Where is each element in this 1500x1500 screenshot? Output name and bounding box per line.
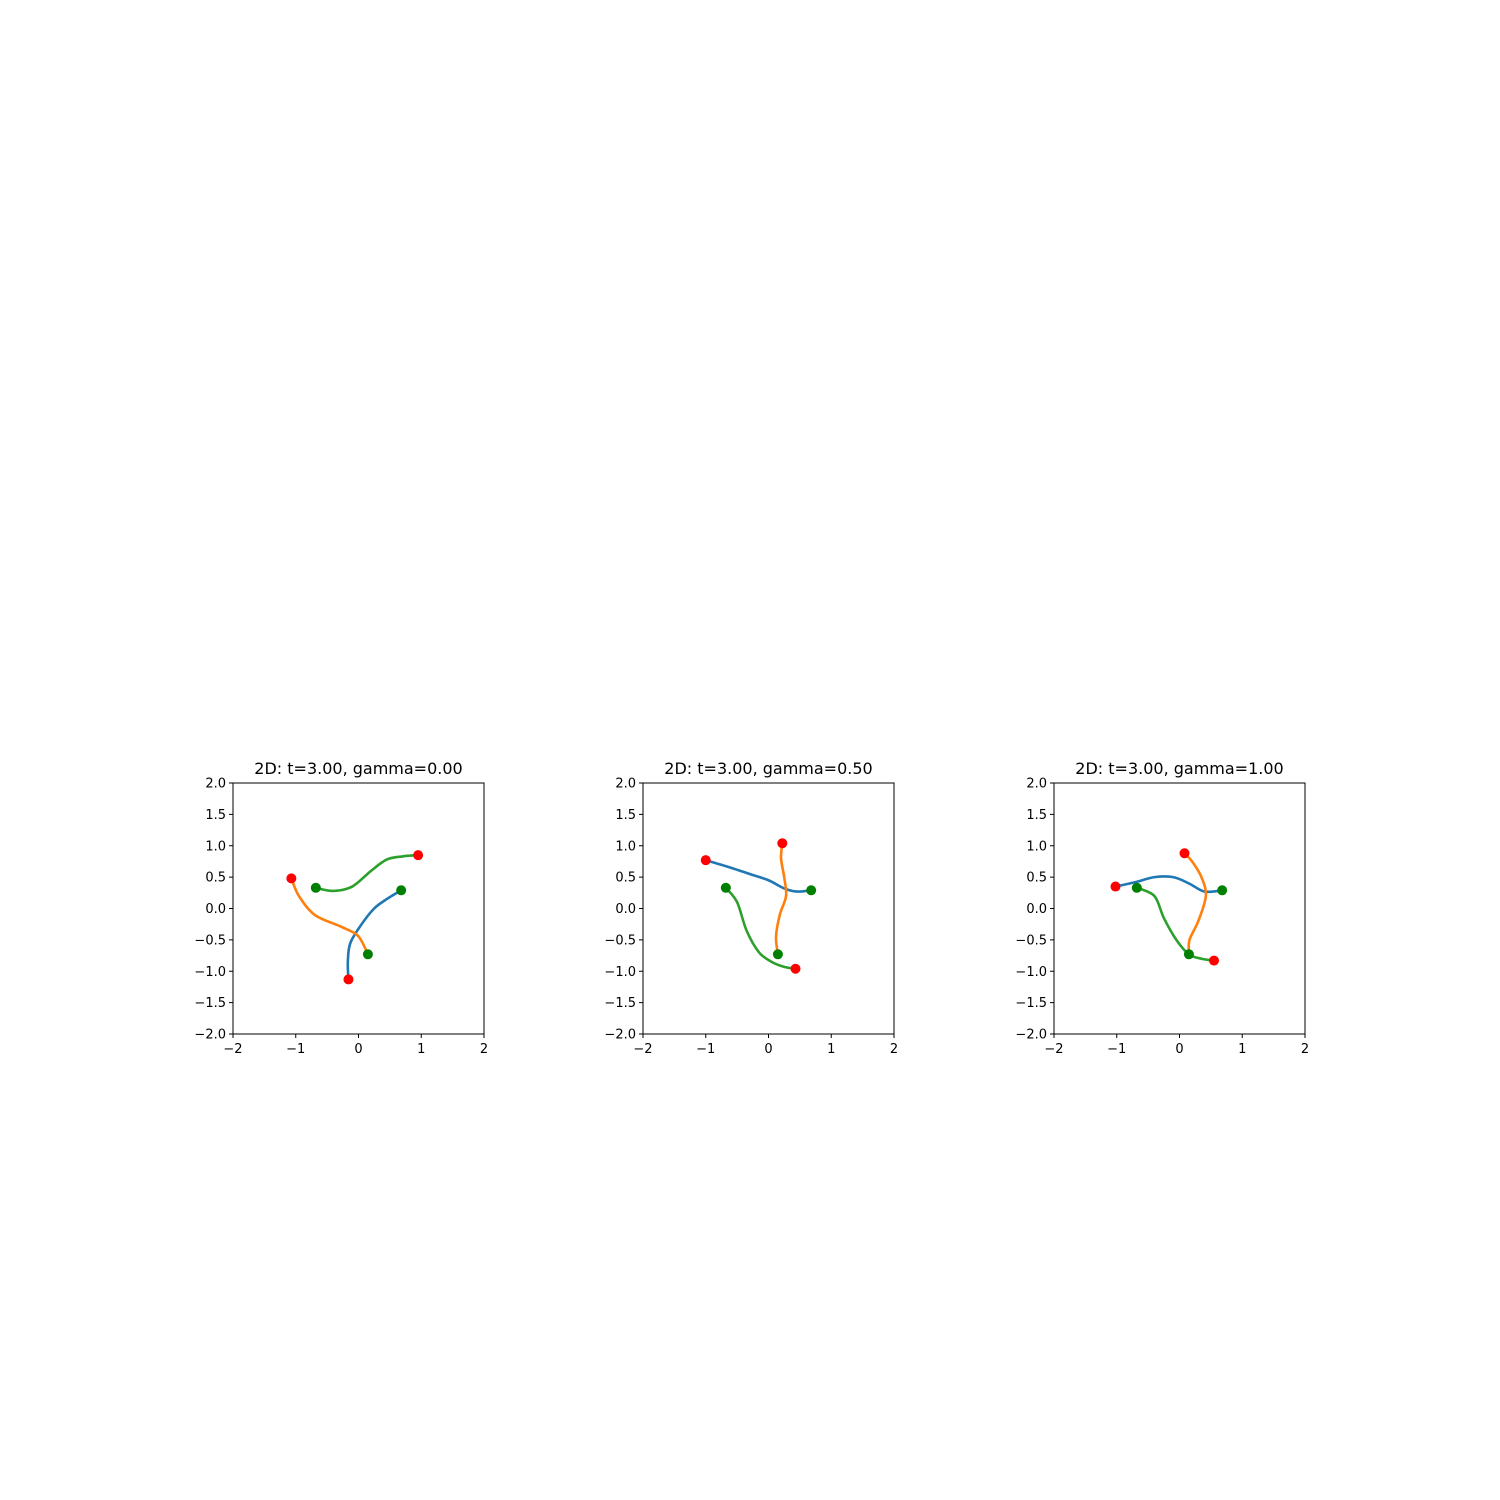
y-tick-label: 0.5 [205, 871, 226, 886]
y-tick-label: 1.5 [1026, 808, 1047, 823]
y-tick-label: −0.5 [1015, 933, 1047, 948]
trajectory-2 [1183, 851, 1208, 956]
x-tick-label: −2 [1044, 1042, 1063, 1057]
x-tick-label: −1 [286, 1042, 305, 1057]
y-tick-label: −2.0 [604, 1028, 636, 1043]
panel-3: 2D: t=3.00, gamma=1.00 −2 −1 0 1 2 −2.0 −1.5 −1.… [1015, 759, 1309, 1057]
y-tick-label: −1.0 [604, 965, 636, 980]
x-tick-label: 0 [764, 1042, 772, 1057]
trajectory-3 [314, 853, 420, 893]
x-tick-label: 1 [827, 1042, 835, 1057]
y-tick-label: −2.0 [194, 1028, 226, 1043]
x-tick-label: 1 [1238, 1042, 1246, 1057]
start-point [1131, 882, 1142, 893]
panel-title: 2D: t=3.00, gamma=0.00 [254, 759, 462, 778]
x-tick-label: −2 [223, 1042, 242, 1057]
end-point [1209, 955, 1220, 966]
panel-2: 2D: t=3.00, gamma=0.50 −2 −1 0 1 2 −2.0 −1.5 −1.… [604, 759, 898, 1057]
y-tick-label: 2.0 [615, 777, 636, 792]
x-tick-label: 1 [417, 1042, 425, 1057]
start-point [362, 949, 373, 960]
end-point [343, 974, 354, 985]
end-point [1179, 848, 1190, 859]
start-point [310, 882, 321, 893]
trajectory-3 [724, 886, 797, 971]
y-tick-label: −0.5 [604, 933, 636, 948]
y-tick-label: 2.0 [1026, 777, 1047, 792]
y-tick-label: −1.0 [194, 965, 226, 980]
end-point [700, 855, 711, 866]
trajectory-1 [346, 889, 403, 981]
start-point [1183, 949, 1194, 960]
panel-1: 2D: t=3.00, gamma=0.00 −2 −1 0 1 2 −2.0 −1.5 −1.… [194, 759, 488, 1057]
y-tick-label: 0.0 [615, 902, 636, 917]
y-tick-label: −0.5 [194, 933, 226, 948]
x-tick-label: 2 [1301, 1042, 1309, 1057]
end-point [413, 850, 424, 861]
y-tick-label: −1.0 [1015, 965, 1047, 980]
y-tick-label: 0.0 [205, 902, 226, 917]
end-point [777, 838, 788, 849]
trajectory-2 [774, 841, 788, 956]
y-tick-label: 1.0 [205, 839, 226, 854]
start-point [396, 885, 407, 896]
start-point [1217, 885, 1228, 896]
trajectory-2 [290, 877, 370, 956]
panel-title: 2D: t=3.00, gamma=1.00 [1075, 759, 1283, 778]
trajectory-1 [704, 858, 813, 893]
axes-frame [642, 782, 895, 1035]
end-point [790, 963, 801, 974]
x-tick-label: 2 [890, 1042, 898, 1057]
y-tick-label: 1.5 [205, 808, 226, 823]
y-tick-label: −1.5 [194, 996, 226, 1011]
x-tick-label: 2 [480, 1042, 488, 1057]
y-tick-label: −1.5 [604, 996, 636, 1011]
y-tick-label: 0.5 [1026, 871, 1047, 886]
y-tick-label: 1.5 [615, 808, 636, 823]
start-point [772, 949, 783, 960]
y-tick-label: 1.0 [615, 839, 636, 854]
end-point [286, 873, 297, 884]
x-tick-label: −1 [696, 1042, 715, 1057]
start-point [720, 882, 731, 893]
x-tick-label: 0 [1175, 1042, 1183, 1057]
y-tick-label: 0.5 [615, 871, 636, 886]
y-tick-label: 2.0 [205, 777, 226, 792]
x-tick-label: −1 [1107, 1042, 1126, 1057]
axes-frame [1053, 782, 1306, 1035]
y-tick-label: −2.0 [1015, 1028, 1047, 1043]
axes-frame [232, 782, 485, 1035]
y-tick-label: 0.0 [1026, 902, 1047, 917]
y-tick-label: −1.5 [1015, 996, 1047, 1011]
y-tick-label: 1.0 [1026, 839, 1047, 854]
end-point [1110, 881, 1121, 892]
x-tick-label: 0 [354, 1042, 362, 1057]
x-tick-label: −2 [633, 1042, 652, 1057]
trajectory-3 [1135, 886, 1216, 962]
start-point [806, 885, 817, 896]
panel-title: 2D: t=3.00, gamma=0.50 [664, 759, 872, 778]
